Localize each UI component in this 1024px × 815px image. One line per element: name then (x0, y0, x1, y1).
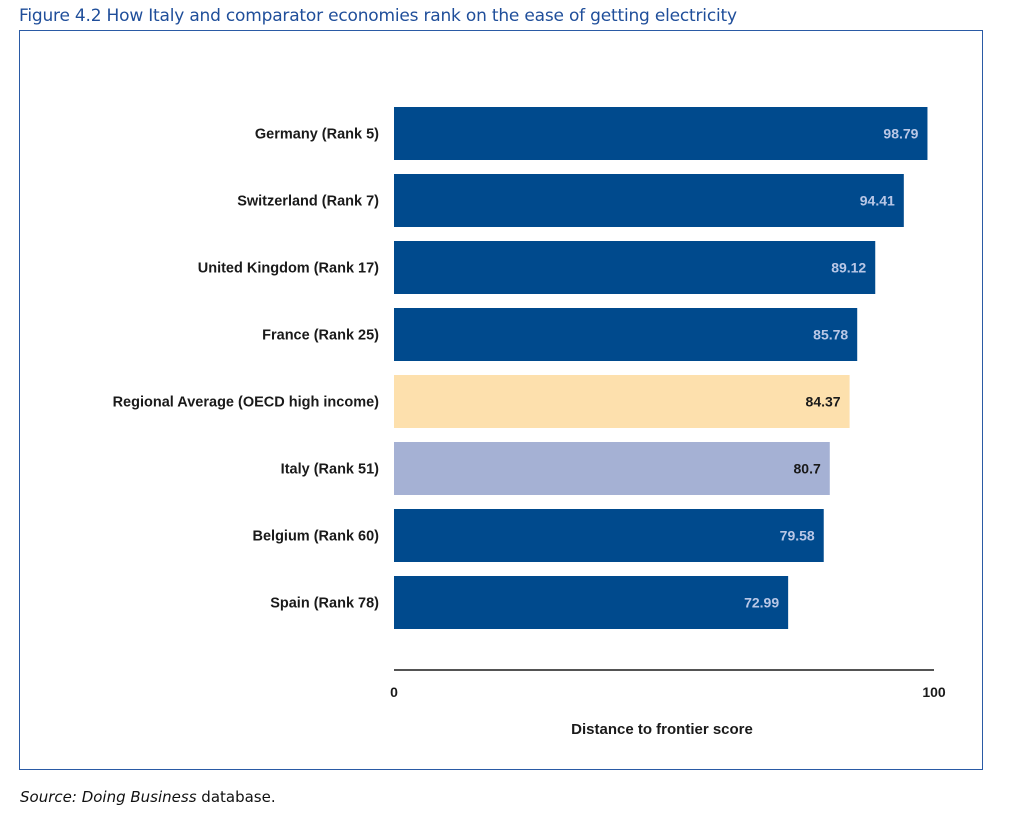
category-labels-layer: Germany (Rank 5) Switzerland (Rank 7) Unit… (113, 127, 380, 612)
value-label-3: 85.78 (813, 327, 848, 343)
value-label-6: 79.58 (780, 528, 815, 544)
source-database: Doing Business (81, 788, 197, 806)
x-axis-title: Distance to frontier score (571, 721, 753, 738)
bar-3 (394, 308, 858, 361)
source-suffix: database. (196, 788, 276, 806)
category-label-1: Switzerland (Rank 7) (237, 194, 379, 210)
bar-4 (394, 375, 850, 428)
bar-1 (394, 174, 904, 227)
bar-2 (394, 241, 876, 294)
bar-7 (394, 576, 789, 629)
category-label-2: United Kingdom (Rank 17) (198, 261, 379, 277)
bar-6 (394, 509, 824, 562)
bars-layer (394, 107, 928, 629)
category-label-3: France (Rank 25) (262, 328, 379, 344)
x-tick-label-0: 0 (390, 684, 398, 700)
value-labels-layer: 98.79 94.41 89.12 85.78 84.37 80.7 79.58 72.99 (744, 126, 919, 611)
category-label-0: Germany (Rank 5) (255, 127, 379, 143)
category-label-4: Regional Average (OECD high income) (113, 395, 380, 411)
value-label-0: 98.79 (883, 126, 918, 142)
figure-title: Figure 4.2 How Italy and comparator econ… (19, 6, 737, 26)
bar-0 (394, 107, 928, 160)
value-label-2: 89.12 (831, 260, 866, 276)
x-tick-label-100: 100 (922, 684, 946, 700)
value-label-1: 94.41 (860, 193, 895, 209)
category-label-7: Spain (Rank 78) (270, 596, 379, 612)
value-label-4: 84.37 (806, 394, 841, 410)
chart-frame (19, 30, 983, 770)
category-label-5: Italy (Rank 51) (281, 462, 379, 478)
category-label-6: Belgium (Rank 60) (253, 529, 380, 545)
source-label: Source: (20, 788, 77, 806)
value-label-7: 72.99 (744, 595, 779, 611)
value-label-5: 80.7 (794, 461, 821, 477)
bar-5 (394, 442, 830, 495)
source-note: Source: Doing Business database. (20, 788, 276, 806)
